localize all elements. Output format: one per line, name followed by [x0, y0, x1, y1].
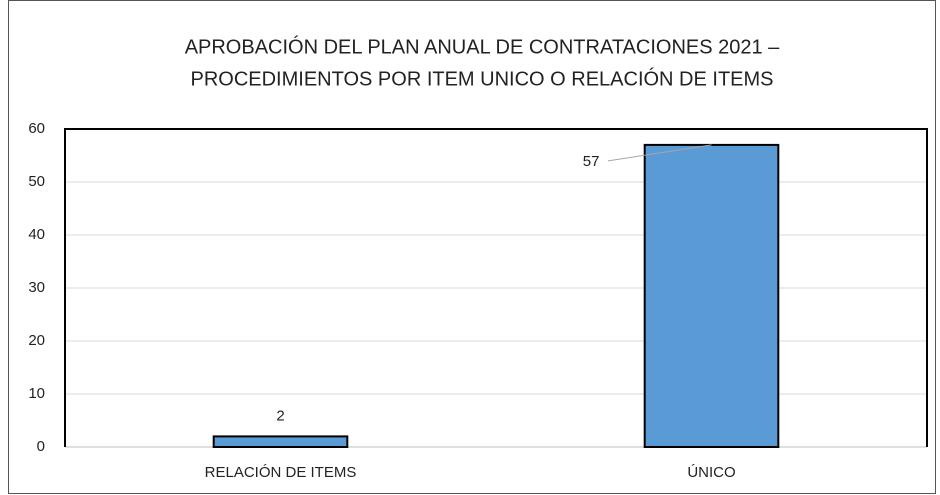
chart-title: PROCEDIMIENTOS POR ITEM UNICO O RELACIÓN…	[190, 67, 773, 90]
y-tick-label: 40	[28, 226, 45, 243]
chart-title: APROBACIÓN DEL PLAN ANUAL DE CONTRATACIO…	[185, 35, 780, 58]
y-tick-label: 30	[28, 279, 45, 296]
bar	[643, 143, 780, 448]
y-tick-label: 50	[28, 173, 45, 190]
leader-line	[607, 144, 712, 162]
bar	[212, 435, 349, 448]
plot-frame	[64, 128, 928, 447]
y-tick-label: 20	[28, 332, 45, 349]
y-tick-label: 10	[28, 385, 45, 402]
x-tick-label: ÚNICO	[687, 464, 735, 481]
x-tick-label: RELACIÓN DE ITEMS	[205, 464, 357, 481]
chart-border	[8, 0, 936, 494]
data-label: 2	[276, 407, 284, 424]
data-label: 57	[583, 153, 600, 170]
y-tick-label: 60	[28, 120, 45, 137]
y-tick-label: 0	[37, 438, 45, 455]
